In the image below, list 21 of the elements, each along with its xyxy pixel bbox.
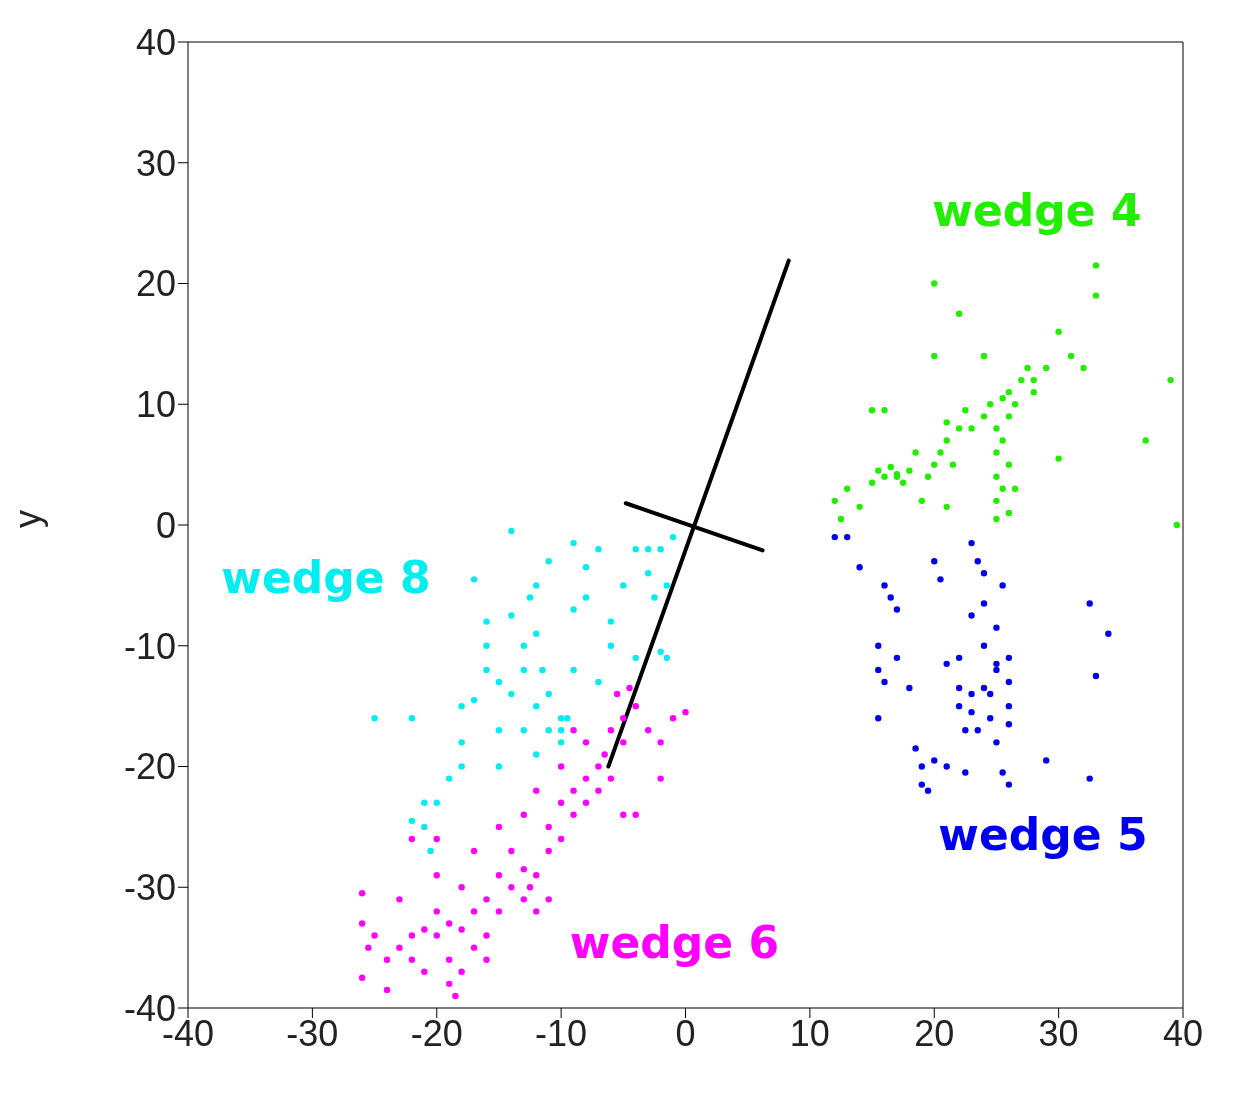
- x-tick-label: 0: [675, 1012, 696, 1054]
- x-tick-label: 40: [1162, 1012, 1204, 1054]
- y-tick-label: 20: [135, 263, 176, 305]
- x-tick-label: -10: [535, 1012, 588, 1054]
- y-axis-title: y: [7, 510, 49, 528]
- x-tick-label: -20: [410, 1012, 463, 1054]
- y-tick-label: -20: [123, 746, 176, 788]
- x-tick-label: -30: [286, 1012, 339, 1054]
- series-label: wedge 8: [221, 551, 431, 603]
- y-tick-label: 30: [135, 142, 176, 184]
- y-tick-label: -30: [123, 867, 176, 909]
- y-tick-label: 0: [155, 504, 176, 546]
- series-label: wedge 6: [569, 916, 780, 968]
- y-tick-label: 40: [135, 21, 176, 63]
- x-tick-label: 30: [1038, 1012, 1079, 1054]
- series-label: wedge 5: [938, 808, 1148, 860]
- x-tick-label: 10: [789, 1012, 830, 1054]
- x-tick-label: 20: [914, 1012, 955, 1054]
- y-tick-label: 10: [135, 384, 176, 426]
- y-tick-label: -10: [123, 625, 176, 667]
- series-label: wedge 4: [932, 184, 1142, 236]
